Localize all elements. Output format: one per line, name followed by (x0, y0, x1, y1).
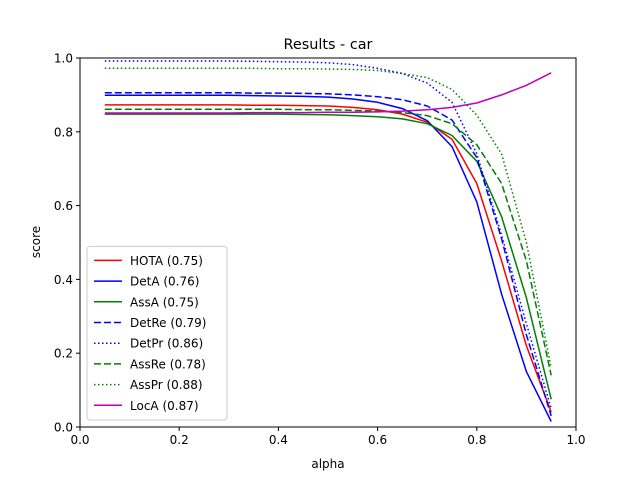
x-tick-label: 0.0 (70, 433, 89, 447)
legend-label: LocA (0.87) (130, 399, 199, 413)
x-tick-label: 0.8 (467, 433, 486, 447)
chart-title: Results - car (284, 37, 373, 53)
y-tick-label: 0.4 (54, 273, 73, 287)
legend-box (86, 245, 228, 421)
y-tick-label: 0.2 (54, 347, 73, 361)
axes-frame (79, 57, 577, 428)
series-line-assre (104, 108, 552, 376)
legend-label: DetA (0.76) (130, 275, 199, 289)
x-tick-label: 1.0 (566, 433, 585, 447)
legend-label: DetPr (0.86) (130, 337, 203, 351)
legend-label: HOTA (0.75) (130, 254, 203, 268)
y-tick-label: 1.0 (54, 52, 73, 66)
series-layer (104, 60, 552, 422)
series-line-deta (104, 94, 552, 422)
series-line-loca (104, 72, 552, 114)
series-line-detre (104, 91, 552, 417)
x-tick-label: 0.2 (170, 433, 189, 447)
y-tick-label: 0.0 (54, 421, 73, 435)
x-tick-label: 0.4 (269, 433, 288, 447)
y-axis-label: score (29, 226, 43, 258)
x-axis: 0.0 0.2 0.4 0.6 0.8 1.0 (70, 427, 586, 447)
legend-label: DetRe (0.79) (130, 316, 206, 330)
series-line-assa (104, 113, 552, 400)
legend-label: AssRe (0.78) (130, 357, 206, 371)
series-line-hota (104, 104, 552, 413)
legend-label: AssPr (0.88) (130, 378, 203, 392)
legend: HOTA (0.75) DetA (0.76) AssA (0.75) DetRe (… (86, 245, 228, 421)
y-tick-label: 0.8 (54, 125, 73, 139)
x-axis-label: alpha (311, 457, 344, 471)
y-axis: 0.0 0.2 0.4 0.6 0.8 1.0 (54, 52, 80, 435)
x-tick-label: 0.6 (368, 433, 387, 447)
y-tick-label: 0.6 (54, 199, 73, 213)
legend-label: AssA (0.75) (130, 295, 199, 309)
